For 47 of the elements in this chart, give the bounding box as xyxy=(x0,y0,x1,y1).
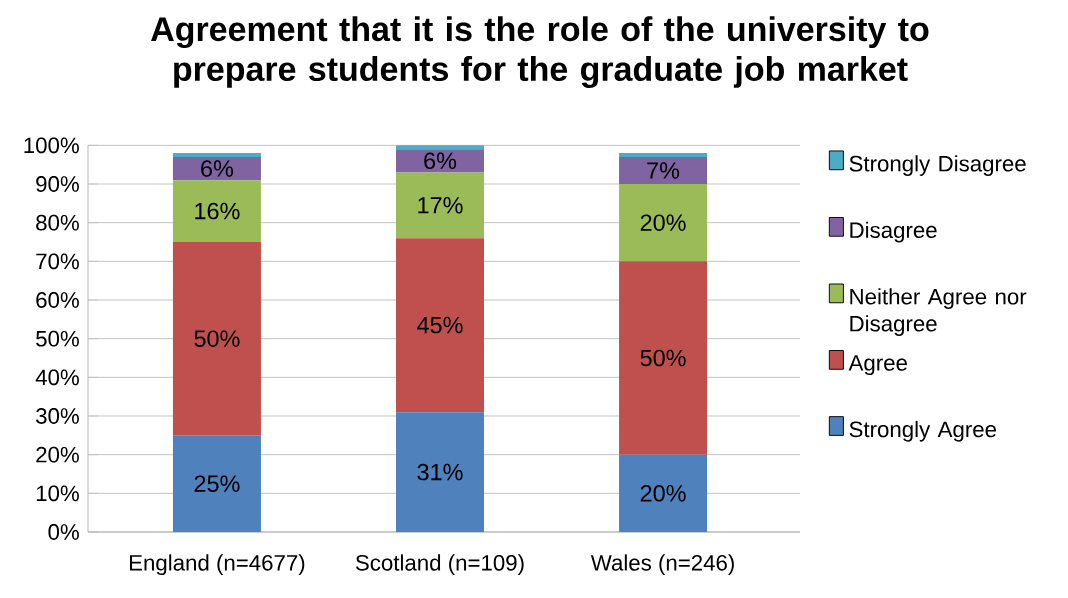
data-label: 31% xyxy=(417,463,463,481)
data-label: 50% xyxy=(194,330,240,347)
bar xyxy=(172,180,261,242)
y-tick-label: 0% xyxy=(48,524,79,540)
y-tick-label: 10% xyxy=(36,485,79,502)
bar xyxy=(172,435,261,532)
data-label: 7% xyxy=(647,162,680,179)
y-tick-label: 70% xyxy=(36,253,79,270)
bar xyxy=(395,172,484,239)
y-tick-label: 90% xyxy=(36,176,79,192)
legend-label: Strongly Agree xyxy=(849,420,997,442)
y-tick-label: 30% xyxy=(36,408,79,424)
y-tick-label: 40% xyxy=(35,369,79,386)
data-label: 17% xyxy=(418,197,463,214)
bar xyxy=(395,238,484,413)
x-tick-label: England (n=4677) xyxy=(129,554,305,576)
data-label: 6% xyxy=(424,152,457,170)
y-tick-label: 100% xyxy=(24,137,79,154)
bar xyxy=(395,145,484,150)
legend-label: Neither Agree nor Disagree xyxy=(850,288,1027,336)
bar xyxy=(172,153,261,157)
data-label: 20% xyxy=(640,485,686,502)
data-label: 25% xyxy=(194,475,240,492)
bar xyxy=(619,153,708,157)
data-label: 50% xyxy=(640,349,686,367)
y-tick-label: 60% xyxy=(36,292,79,308)
legend-label: Strongly Disagree xyxy=(849,155,1026,176)
bar xyxy=(619,184,708,262)
bar xyxy=(172,156,261,181)
chart-title: Agreement that it is the role of the university to prepare students for the graduate job market xyxy=(151,16,929,88)
data-label: 16% xyxy=(195,202,240,220)
y-tick-label: 20% xyxy=(36,446,79,463)
bar xyxy=(619,454,708,532)
data-label: 20% xyxy=(640,214,686,231)
bar xyxy=(619,261,708,455)
data-label: 6% xyxy=(201,160,234,177)
legend-label: Agree xyxy=(848,355,907,376)
bar xyxy=(172,242,261,436)
y-tick-label: 50% xyxy=(36,330,79,347)
data-label: 45% xyxy=(417,316,463,334)
x-tick-label: Scotland (n=109) xyxy=(355,554,524,576)
bar xyxy=(395,149,484,173)
bar xyxy=(395,412,484,532)
y-tick-label: 80% xyxy=(36,214,79,231)
legend-label: Disagree xyxy=(850,221,937,243)
bar xyxy=(619,156,708,184)
x-tick-label: Wales (n=246) xyxy=(590,554,734,576)
